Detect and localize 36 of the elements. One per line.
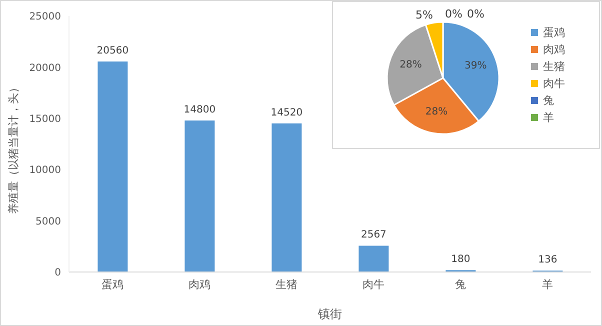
- y-tick-label: 20000: [29, 62, 61, 74]
- data-label: 2567: [360, 230, 386, 241]
- legend-label: 生猪: [543, 59, 565, 75]
- text: 0%: [445, 8, 462, 20]
- data-label: 136: [538, 254, 558, 266]
- y-axis-title: 养殖量（以猪当量计，头）: [6, 82, 20, 214]
- data-label: 28%: [400, 60, 422, 71]
- data-label: 180: [451, 254, 470, 266]
- x-axis-title: 镇街: [317, 307, 342, 321]
- x-tick-label: 生猪: [276, 278, 298, 291]
- legend-label: 羊: [543, 110, 554, 126]
- x-tick-label: 羊: [542, 278, 553, 291]
- x-tick-label: 肉牛: [362, 278, 384, 291]
- y-tick-label: 5000: [36, 216, 61, 228]
- data-label: 14800: [184, 104, 216, 116]
- x-tick-label: 肉鸡: [188, 278, 210, 291]
- legend-label: 肉牛: [543, 76, 565, 92]
- bar: [98, 61, 128, 272]
- legend-label: 蛋鸡: [543, 25, 565, 41]
- bar: [358, 246, 389, 272]
- data-label: 39%: [464, 60, 487, 72]
- y-tick-label: 10000: [29, 165, 61, 176]
- x-tick-label: 兔: [455, 278, 466, 291]
- bar: [184, 120, 215, 272]
- legend-label: 肉鸡: [543, 42, 565, 58]
- y-tick-label: 0: [54, 268, 61, 279]
- data-label: 5%: [416, 8, 433, 22]
- data-label: 28%: [425, 106, 448, 118]
- text: 0%: [467, 8, 484, 20]
- legend-label: 兔: [543, 93, 554, 109]
- data-label: 14520: [270, 107, 303, 118]
- bar: [272, 123, 302, 272]
- y-tick-label: 15000: [29, 114, 61, 125]
- x-tick-label: 蛋鸡: [102, 278, 124, 291]
- y-tick-label: 25000: [29, 12, 61, 23]
- data-label: 20560: [96, 45, 129, 56]
